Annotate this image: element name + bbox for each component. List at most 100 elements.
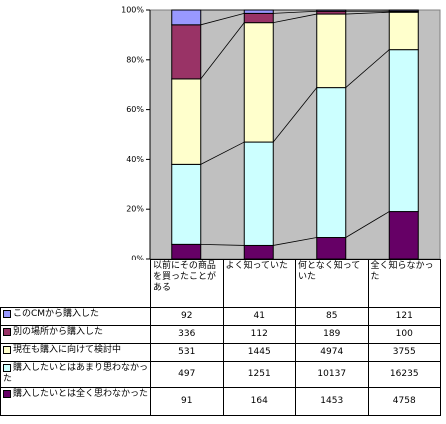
cell-text: 現在も購入に向けて検討中 — [13, 345, 122, 355]
bar-segment — [171, 24, 202, 80]
cell-text: 16235 — [389, 369, 419, 379]
cell-text: このCMから購入した — [13, 309, 100, 319]
category-label: 以前にその商品を買ったことがある — [150, 259, 224, 308]
legend-key — [3, 327, 11, 336]
y-tick-label: 80% — [126, 55, 144, 64]
legend-entry: 購入したいとは全く思わなかった — [0, 387, 151, 416]
bar-segment — [388, 49, 419, 213]
series-line — [200, 13, 245, 26]
legend-key — [3, 345, 11, 354]
series-line — [345, 211, 390, 238]
table-value: 1453 — [295, 387, 369, 416]
legend-key — [3, 389, 11, 398]
bar-segment — [171, 243, 202, 260]
legend-key — [3, 363, 11, 372]
cell-text: 1445 — [247, 347, 271, 357]
series-line — [200, 22, 245, 80]
bar-segment — [388, 211, 419, 260]
table-value: 100 — [367, 325, 441, 344]
cell-text: 189 — [323, 329, 341, 339]
cell-text: 3755 — [392, 347, 416, 357]
cell-text: 4758 — [392, 396, 416, 406]
legend-entry: このCMから購入した — [0, 307, 151, 326]
table-value: 85 — [295, 307, 369, 326]
cell-text: 531 — [178, 347, 196, 357]
cell-text: 100 — [395, 329, 413, 339]
table-value: 497 — [150, 361, 224, 388]
table-value: 91 — [150, 387, 224, 416]
table-value: 10137 — [295, 361, 369, 388]
table-value: 1251 — [222, 361, 296, 388]
table-value: 4758 — [367, 387, 441, 416]
table-value: 164 — [222, 387, 296, 416]
legend-entry: 購入したいとはあまり思わなかった — [0, 361, 151, 388]
y-tick-label: 20% — [126, 205, 144, 214]
legend-entry: 別の場所から購入した — [0, 325, 151, 344]
series-line — [345, 11, 390, 15]
bar-segment — [316, 237, 347, 260]
cell-text: 497 — [178, 369, 196, 379]
cell-text: 以前にその商品を買ったことがある — [153, 261, 217, 293]
series-line — [273, 10, 317, 14]
cell-text: 別の場所から購入した — [13, 327, 104, 337]
cell-text: 10137 — [317, 369, 347, 379]
y-tick-label: 100% — [121, 6, 144, 15]
series-line — [200, 141, 245, 165]
cell-text: 購入したいとは全く思わなかった — [13, 389, 149, 399]
table-value: 336 — [150, 325, 224, 344]
bar-segment — [388, 11, 419, 51]
category-label: 全く知らなかった — [367, 259, 441, 308]
cell-text: 購入したいとはあまり思わなかった — [3, 363, 149, 384]
category-label: 何となく知っていた — [295, 259, 369, 308]
category-label: よく知っていた — [222, 259, 296, 308]
cell-text: 1251 — [247, 369, 271, 379]
table-value: 112 — [222, 325, 296, 344]
legend-key — [3, 309, 11, 318]
table-value: 1445 — [222, 343, 296, 362]
table-value: 4974 — [295, 343, 369, 362]
table-value: 16235 — [367, 361, 441, 388]
y-tick-label: 0% — [131, 255, 144, 261]
series-line — [273, 237, 317, 246]
series-line — [273, 13, 317, 24]
table-value: 92 — [150, 307, 224, 326]
table-value: 189 — [295, 325, 369, 344]
cell-text: 何となく知っていた — [298, 261, 361, 282]
bar-segment — [243, 141, 274, 246]
cell-text: 336 — [178, 329, 196, 339]
cell-text: 4974 — [320, 347, 344, 357]
table-value: 41 — [222, 307, 296, 326]
cell-text: よく知っていた — [225, 261, 289, 271]
bar-segment — [243, 244, 274, 260]
bar-segment — [171, 163, 202, 245]
y-tick-label: 40% — [126, 155, 144, 164]
table-value: 121 — [367, 307, 441, 326]
cell-text: 164 — [250, 396, 268, 406]
bar-segment — [316, 13, 347, 89]
series-line — [345, 49, 390, 88]
cell-text: 91 — [181, 396, 193, 406]
table-value: 531 — [150, 343, 224, 362]
bar-segment — [171, 78, 202, 165]
cell-text: 41 — [253, 311, 265, 321]
bar-segment — [243, 9, 274, 14]
cell-text: 92 — [181, 311, 193, 321]
cell-text: 112 — [250, 329, 268, 339]
bar-segment — [316, 87, 347, 239]
bar-segment — [316, 9, 347, 12]
bar-segment — [171, 9, 202, 26]
y-tick-label: 60% — [126, 105, 144, 114]
cell-text: 全く知らなかった — [370, 261, 434, 282]
bar-segment — [243, 12, 274, 24]
series-line — [200, 243, 245, 246]
cell-text: 85 — [326, 311, 338, 321]
legend-entry: 現在も購入に向けて検討中 — [0, 343, 151, 362]
bar-segment — [243, 22, 274, 143]
cell-text: 1453 — [320, 396, 344, 406]
plot: 0% 20% 40% 60% 80% 100% — [121, 6, 441, 261]
bar-segment — [388, 9, 419, 12]
cell-text: 121 — [395, 311, 413, 321]
series-line — [272, 87, 318, 143]
table-value: 3755 — [367, 343, 441, 362]
